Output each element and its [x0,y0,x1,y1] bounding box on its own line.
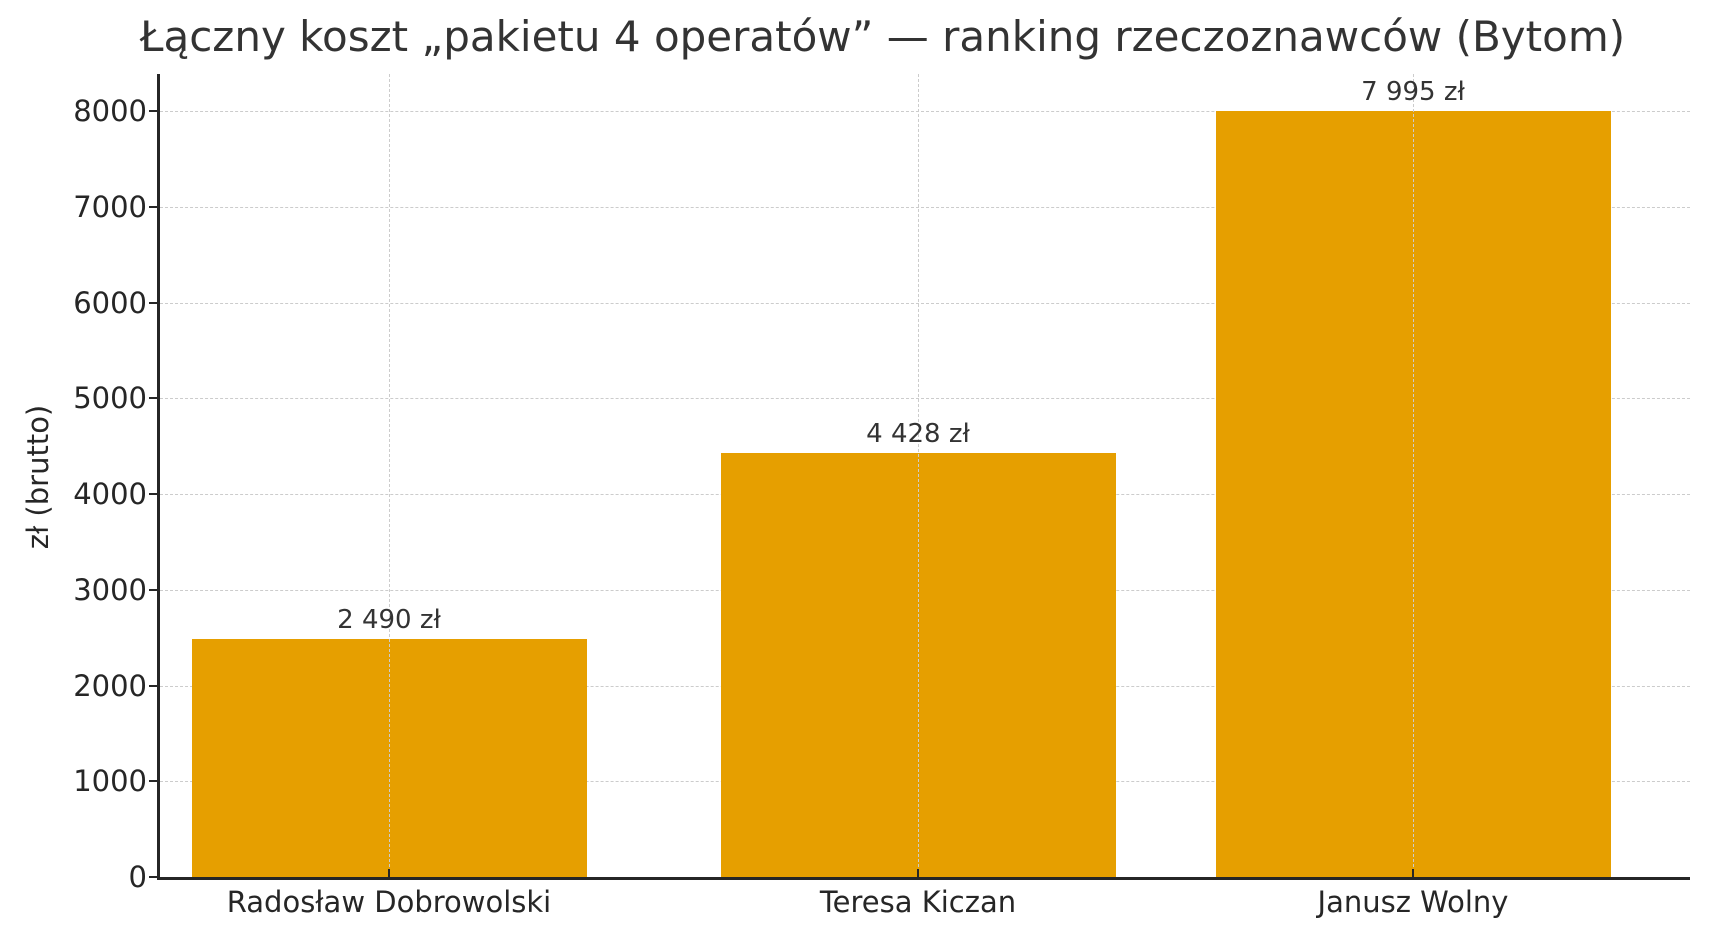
x-tick-mark [388,869,390,879]
gridline-horizontal [160,302,1690,304]
y-tick-mark [149,493,159,495]
y-tick-mark [149,780,159,783]
chart-title: Łączny koszt „pakietu 4 operatów” — rank… [139,12,1626,61]
x-tick-mark [917,869,919,879]
y-tick-mark [149,110,159,112]
gridline-vertical [1413,74,1414,877]
y-tick-label: 6000 [73,285,147,320]
x-tick-label: Radosław Dobrowolski [226,885,552,919]
bar-value-label: 2 490 zł [337,604,441,635]
gridline-horizontal [160,398,1690,400]
y-tick-mark [149,876,159,878]
y-tick-label: 3000 [73,572,147,607]
x-tick-label: Janusz Wolny [1317,885,1509,919]
y-tick-label: 8000 [73,94,147,128]
y-tick-mark [149,684,159,687]
x-tick-label: Teresa Kiczan [819,885,1017,919]
y-axis-label: zł (brutto) [21,404,55,550]
y-axis-line [157,74,160,879]
bar-value-label: 4 428 zł [866,419,970,450]
y-tick-mark [149,205,159,208]
gridline-vertical [389,74,390,877]
gridline-vertical [918,74,919,877]
bar-value-label: 7 995 zł [1361,77,1465,108]
y-tick-label: 0 [128,860,147,894]
y-tick-label: 2000 [73,668,147,703]
y-tick-label: 7000 [73,189,147,224]
y-tick-label: 5000 [73,381,147,416]
plot-area: 2 490 zł 4 428 zł 7 995 zł [160,74,1690,877]
y-tick-label: 1000 [73,764,147,799]
x-axis-line [157,877,1690,880]
y-tick-mark [149,397,159,400]
gridline-horizontal [160,206,1690,208]
y-tick-label: 4000 [73,477,147,511]
gridline-horizontal [160,111,1690,112]
y-tick-mark [149,301,159,304]
y-tick-mark [149,588,159,591]
x-tick-mark [1412,869,1414,879]
